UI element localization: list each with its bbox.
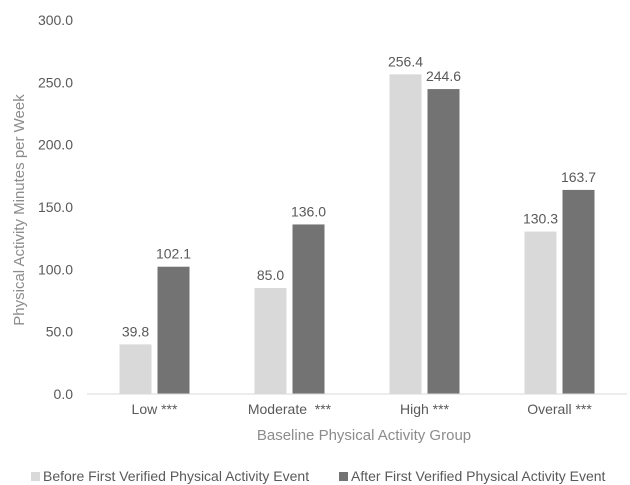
x-tick-label: Overall *** [527,401,592,417]
y-axis-title: Physical Activity Minutes per Week [11,94,28,326]
y-tick-label: 50.0 [46,324,73,340]
legend-label-after: After First Verified Physical Activity E… [351,468,606,484]
data-label: 136.0 [291,203,326,219]
data-label: 256.4 [388,53,423,69]
bars [119,74,595,394]
bar-before [254,288,287,394]
y-tick-label: 250.0 [38,74,73,90]
x-axis-ticks: Low *** Moderate *** High *** Overall *** [132,401,593,417]
data-label: 244.6 [426,68,461,84]
bar-before [524,231,557,394]
y-tick-label: 100.0 [38,261,73,277]
y-tick-label: 300.0 [38,12,73,28]
y-axis-ticks: 0.0 50.0 100.0 150.0 200.0 250.0 300.0 [38,12,73,402]
bar-before [119,344,152,394]
legend-swatch-after [339,472,348,481]
x-tick-label: Low *** [132,401,178,417]
y-tick-label: 200.0 [38,137,73,153]
x-tick-label: Moderate *** [248,401,332,417]
data-label: 85.0 [257,267,284,283]
bar-after [292,224,325,394]
data-label: 163.7 [561,169,596,185]
data-label: 130.3 [523,211,558,227]
legend: Before First Verified Physical Activity … [31,468,606,484]
y-tick-label: 150.0 [38,199,73,215]
bar-after [157,266,190,394]
bar-before [389,74,422,394]
x-tick-label: High *** [400,401,450,417]
legend-swatch-before [31,472,40,481]
data-label: 102.1 [156,246,191,262]
data-label: 39.8 [122,323,149,339]
y-tick-label: 0.0 [54,386,74,402]
x-axis-title: Baseline Physical Activity Group [257,427,471,444]
legend-label-before: Before First Verified Physical Activity … [43,468,309,484]
bar-after [562,189,595,394]
bar-after [427,89,460,394]
